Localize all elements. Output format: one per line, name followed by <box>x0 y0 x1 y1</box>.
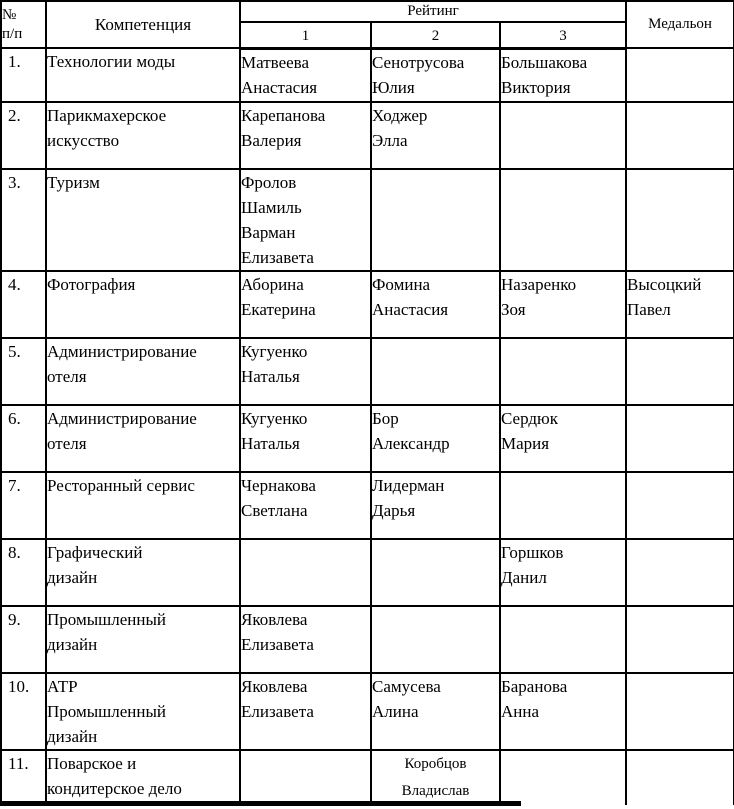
rating-1-cell: Фролов Шамиль Варман Елизавета <box>239 168 372 272</box>
rating-2-cell: Ходжер Элла <box>370 101 501 170</box>
rating-1-cell: Яковлева Елизавета <box>239 605 372 674</box>
rating-3-cell: Баранова Анна <box>498 672 628 751</box>
header-rating-place-3: 3 <box>498 22 628 50</box>
rating-3-cell <box>498 337 628 406</box>
rating-1-cell: Карепанова Валерия <box>239 101 372 170</box>
row-number: 10. <box>0 672 47 751</box>
rating-3-cell <box>498 749 628 805</box>
header-competence: Компетенция <box>45 0 241 49</box>
table-row: 7. Ресторанный сервис Чернакова Светлана… <box>0 471 734 540</box>
competence-cell: Ресторанный сервис <box>45 471 241 540</box>
rating-3-cell <box>498 605 628 674</box>
rating-3-cell <box>498 101 628 170</box>
medallion-cell <box>625 605 734 674</box>
header-medallion: Медальон <box>625 0 734 49</box>
row-number: 8. <box>0 538 47 607</box>
medallion-cell <box>625 471 734 540</box>
competence-cell: Администрирование отеля <box>45 404 241 473</box>
rating-3-cell: Назаренко Зоя <box>498 270 628 339</box>
competence-cell: Администрирование отеля <box>45 337 241 406</box>
table-row: 5. Администрирование отеля Кугуенко Ната… <box>0 337 734 406</box>
rating-1-cell: Кугуенко Наталья <box>239 337 372 406</box>
rating-2-cell: Самусева Алина <box>370 672 501 751</box>
rating-2-cell: Сенотрусова Юлия <box>370 47 501 103</box>
rating-3-cell: Большакова Виктория <box>498 47 628 103</box>
competence-cell: Туризм <box>45 168 241 272</box>
table-row: 9. Промышленный дизайн Яковлева Елизавет… <box>0 605 734 674</box>
rating-2-cell <box>370 337 501 406</box>
table-row: 10. АТР Промышленный дизайн Яковлева Ели… <box>0 672 734 751</box>
header-rating-place-2: 2 <box>370 22 501 50</box>
competence-cell: Технологии моды <box>45 47 241 103</box>
row-number: 6. <box>0 404 47 473</box>
header-row: № п/п Компетенция Рейтинг Медальон <box>0 0 734 49</box>
row-number: 1. <box>0 47 47 103</box>
row-number: 7. <box>0 471 47 540</box>
competence-cell: АТР Промышленный дизайн <box>45 672 241 751</box>
rating-2-cell: Бор Александр <box>370 404 501 473</box>
medallion-cell <box>625 404 734 473</box>
rating-1-cell <box>239 749 372 805</box>
partial-bottom-border <box>0 801 521 806</box>
rating-1-cell: Аборина Екатерина <box>239 270 372 339</box>
competence-cell: Парикмахерское искусство <box>45 101 241 170</box>
competence-cell: Поварское и кондитерское дело <box>45 749 241 805</box>
rating-3-cell <box>498 471 628 540</box>
rating-1-cell: Яковлева Елизавета <box>239 672 372 751</box>
rating-3-cell: Горшков Данил <box>498 538 628 607</box>
rating-2-cell: Лидерман Дарья <box>370 471 501 540</box>
row-number: 11. <box>0 749 47 805</box>
rating-1-cell: Кугуенко Наталья <box>239 404 372 473</box>
rating-3-cell <box>498 168 628 272</box>
header-rating-place-1: 1 <box>239 22 372 50</box>
table-row: 6. Администрирование отеля Кугуенко Ната… <box>0 404 734 473</box>
rating-2-cell <box>370 168 501 272</box>
competence-cell: Графический дизайн <box>45 538 241 607</box>
rating-2-cell: Коробцов Владислав <box>370 749 501 805</box>
header-rating: Рейтинг <box>238 0 628 23</box>
rating-3-cell: Сердюк Мария <box>498 404 628 473</box>
medallion-cell <box>625 168 734 272</box>
competence-cell: Фотография <box>45 270 241 339</box>
row-number: 4. <box>0 270 47 339</box>
header-num: № п/п <box>0 0 47 49</box>
rating-1-cell <box>239 538 372 607</box>
table-row: 2. Парикмахерское искусство Карепанова В… <box>0 101 734 170</box>
table-row: 1. Технологии моды Матвеева Анастасия Се… <box>0 47 734 103</box>
row-number: 2. <box>0 101 47 170</box>
medallion-cell <box>625 672 734 751</box>
rating-1-cell: Матвеева Анастасия <box>239 47 372 103</box>
row-number: 9. <box>0 605 47 674</box>
medallion-cell <box>625 538 734 607</box>
table-row: 3. Туризм Фролов Шамиль Варман Елизавета <box>0 168 734 272</box>
row-number: 5. <box>0 337 47 406</box>
table-row: 8. Графический дизайн Горшков Данил <box>0 538 734 607</box>
rating-2-cell <box>370 605 501 674</box>
table-row: 11. Поварское и кондитерское дело Коробц… <box>0 749 734 805</box>
medallion-cell <box>625 337 734 406</box>
table-row: 4. Фотография Аборина Екатерина Фомина А… <box>0 270 734 339</box>
medallion-cell <box>625 47 734 103</box>
header-rating-subrow: 1 2 3 <box>1 22 734 50</box>
competence-cell: Промышленный дизайн <box>45 605 241 674</box>
medallion-cell <box>625 101 734 170</box>
medallion-cell <box>625 749 734 805</box>
rating-1-cell: Чернакова Светлана <box>239 471 372 540</box>
rating-2-cell: Фомина Анастасия <box>370 270 501 339</box>
rating-2-cell <box>370 538 501 607</box>
row-number: 3. <box>0 168 47 272</box>
medallion-cell: Высоцкий Павел <box>625 270 734 339</box>
